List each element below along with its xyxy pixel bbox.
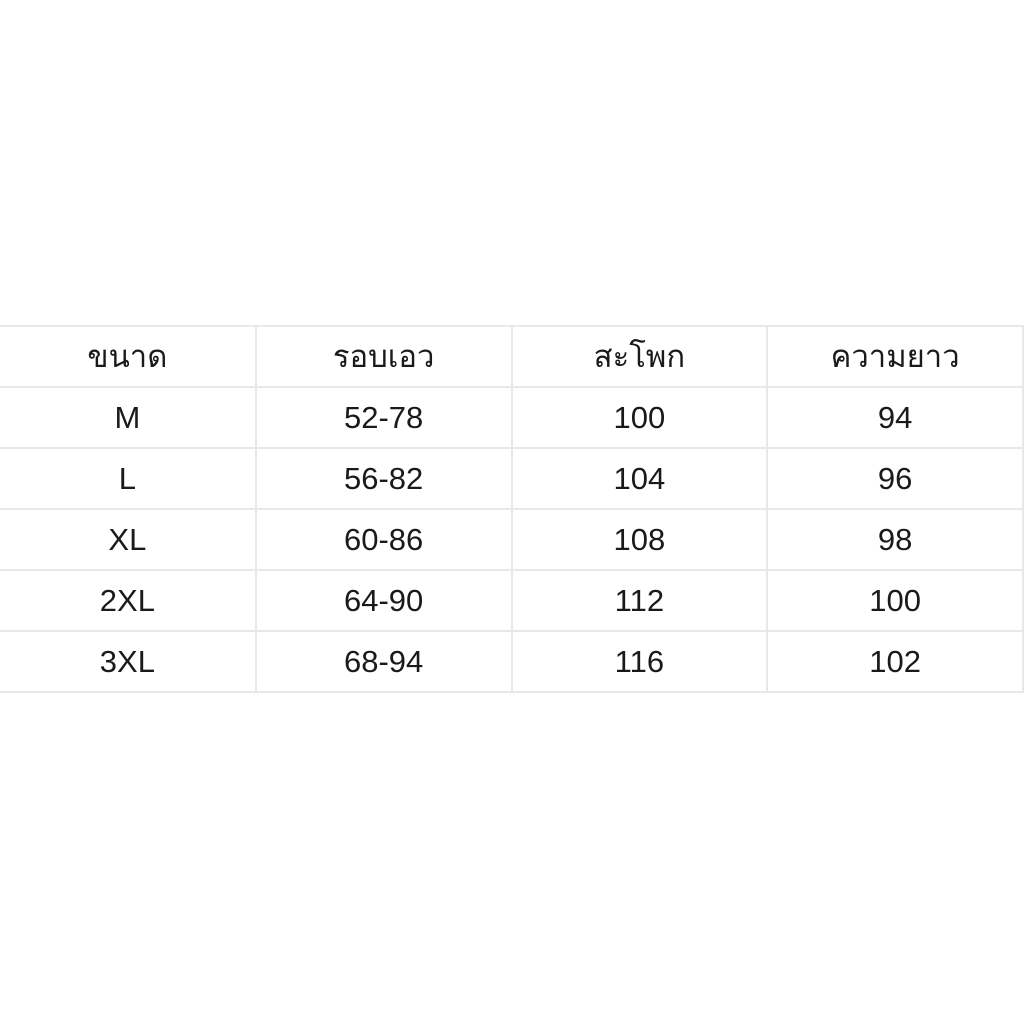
table-row: L 56-82 104 96 [0, 447, 1024, 510]
header-cell-waist: รอบเอว [254, 325, 513, 388]
data-cell-length: 96 [766, 447, 1024, 510]
size-chart-container: ขนาด รอบเอว สะโพก ความยาว M 52-78 100 94 L 56-82… [0, 325, 1024, 693]
header-cell-hip: สะโพก [510, 325, 769, 388]
header-cell-size: ขนาด [0, 325, 257, 388]
table-row: XL 60-86 108 98 [0, 508, 1024, 571]
header-row: ขนาด รอบเอว สะโพก ความยาว [0, 325, 1024, 388]
data-cell-length: 98 [766, 508, 1024, 571]
data-cell-length: 94 [766, 386, 1024, 449]
data-cell-waist: 64-90 [254, 569, 513, 632]
data-cell-size: L [0, 447, 257, 510]
table-row: M 52-78 100 94 [0, 386, 1024, 449]
data-cell-waist: 52-78 [254, 386, 513, 449]
data-cell-length: 102 [766, 630, 1024, 693]
data-cell-hip: 116 [510, 630, 769, 693]
data-cell-waist: 68-94 [254, 630, 513, 693]
data-cell-hip: 108 [510, 508, 769, 571]
size-chart-table: ขนาด รอบเอว สะโพก ความยาว M 52-78 100 94 L 56-82… [0, 325, 1024, 693]
table-body: M 52-78 100 94 L 56-82 104 96 XL 60-86 108 98 2XL 64-… [0, 386, 1024, 693]
data-cell-size: 2XL [0, 569, 257, 632]
data-cell-hip: 112 [510, 569, 769, 632]
data-cell-waist: 56-82 [254, 447, 513, 510]
data-cell-waist: 60-86 [254, 508, 513, 571]
data-cell-hip: 100 [510, 386, 769, 449]
data-cell-hip: 104 [510, 447, 769, 510]
data-cell-length: 100 [766, 569, 1024, 632]
table-row: 2XL 64-90 112 100 [0, 569, 1024, 632]
data-cell-size: M [0, 386, 257, 449]
header-cell-length: ความยาว [766, 325, 1024, 388]
data-cell-size: 3XL [0, 630, 257, 693]
data-cell-size: XL [0, 508, 257, 571]
table-row: 3XL 68-94 116 102 [0, 630, 1024, 693]
table-head: ขนาด รอบเอว สะโพก ความยาว [0, 325, 1024, 388]
